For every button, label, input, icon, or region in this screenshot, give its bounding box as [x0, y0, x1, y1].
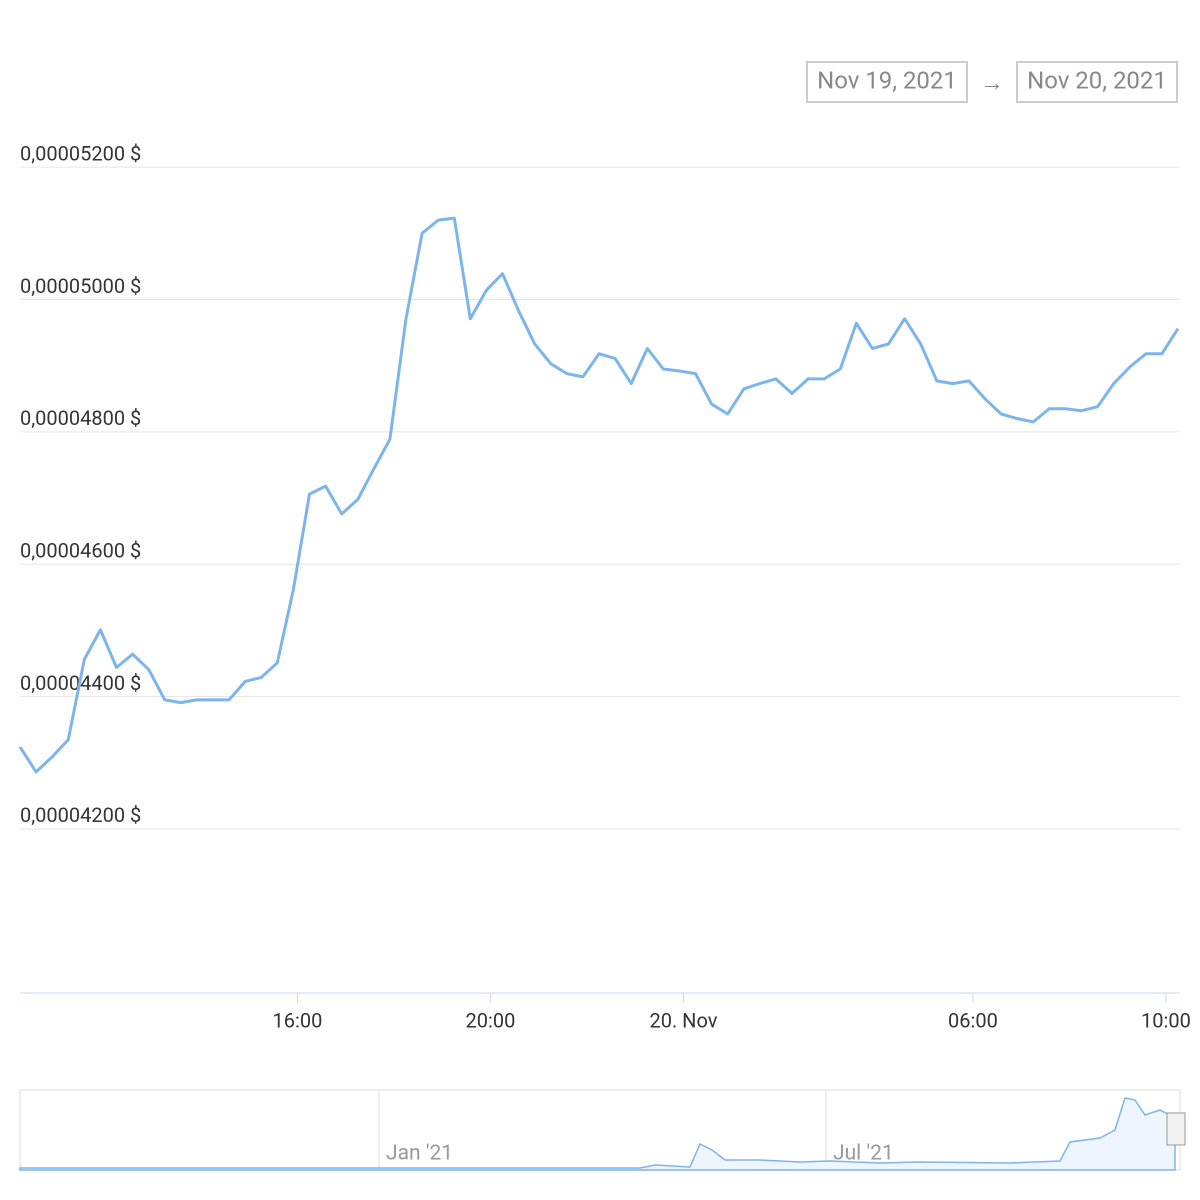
x-tick-label: 20:00 [466, 1008, 516, 1032]
y-tick-label: 0,00005200 $ [20, 141, 141, 165]
y-tick-label: 0,00004200 $ [20, 803, 141, 827]
navigator-label: Jan '21 [386, 1142, 453, 1166]
price-line [18, 216, 1180, 774]
y-tick-label: 0,00005000 $ [20, 274, 141, 298]
x-tick-label: 10:00 [1141, 1008, 1191, 1032]
navigator-handle[interactable] [1166, 1112, 1186, 1146]
navigator-series [19, 1097, 1176, 1171]
range-arrow: → [980, 68, 1004, 96]
y-tick-label: 0,00004600 $ [20, 539, 141, 563]
navigator[interactable]: Jan '21 Jul '21 [19, 1089, 1186, 1171]
x-tick-label: 16:00 [273, 1008, 323, 1032]
range-from[interactable]: Nov 19, 2021 [817, 66, 957, 94]
x-tick-label: 06:00 [948, 1008, 998, 1032]
range-from-box[interactable] [806, 61, 968, 103]
navigator-frame [19, 1089, 1181, 1171]
range-to-box[interactable] [1016, 61, 1178, 103]
range-to[interactable]: Nov 20, 2021 [1027, 66, 1167, 94]
x-tick-label: 20. Nov [649, 1008, 717, 1032]
y-tick-label: 0,00004800 $ [20, 406, 141, 430]
